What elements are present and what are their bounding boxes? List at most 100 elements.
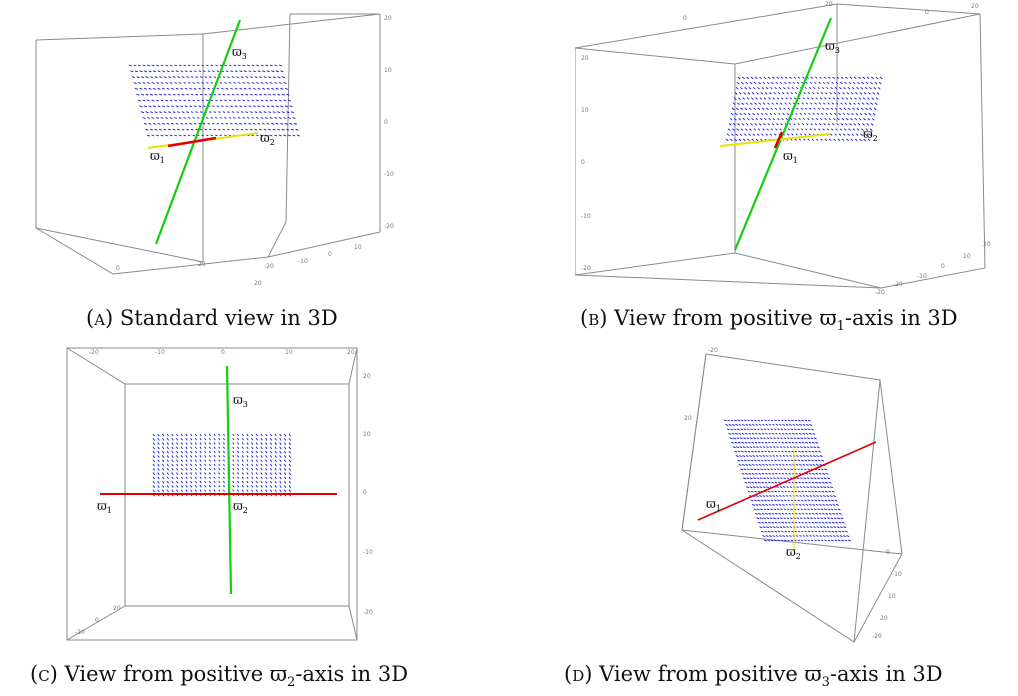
- field-vector: [774, 107, 778, 110]
- tick-label: 20: [347, 349, 355, 356]
- tick-label: -20: [708, 347, 718, 354]
- tick-label: 0: [221, 349, 225, 356]
- field-vector: [814, 539, 817, 542]
- field-vector: [849, 123, 852, 126]
- field-vector: [861, 128, 864, 131]
- field-vector: [844, 530, 848, 533]
- field-vector: [738, 432, 742, 435]
- field-vector: [206, 99, 209, 102]
- field-vector: [834, 107, 838, 110]
- field-vector: [834, 530, 838, 533]
- field-vector: [854, 117, 858, 121]
- field-vector: [794, 419, 798, 422]
- field-vector: [728, 123, 732, 126]
- field-vector: [740, 428, 744, 431]
- field-vector: [763, 97, 767, 100]
- field-vector: [808, 432, 812, 435]
- field-vector: [854, 138, 858, 142]
- field-vector: [251, 82, 255, 84]
- field-vector: [274, 489, 277, 493]
- field-vector: [771, 472, 775, 475]
- field-vector: [810, 437, 814, 440]
- field-vector: [260, 485, 263, 488]
- field-vector: [790, 437, 793, 440]
- field-vector: [237, 99, 241, 102]
- field-vector: [234, 122, 238, 125]
- field-vector: [283, 463, 287, 467]
- field-vector: [288, 476, 292, 480]
- field-vector: [755, 138, 759, 141]
- field-vector: [759, 486, 763, 489]
- field-vector: [269, 64, 273, 67]
- field-vector: [811, 97, 814, 100]
- field-vector: [735, 86, 739, 90]
- field-vector: [740, 107, 744, 111]
- field-vector: [823, 526, 826, 528]
- field-vector: [233, 64, 237, 67]
- field-vector: [785, 117, 789, 121]
- field-vector: [847, 133, 850, 136]
- tick-label: -20: [875, 289, 885, 296]
- field-vector: [770, 86, 773, 90]
- field-vector: [738, 424, 742, 426]
- field-vector: [826, 517, 830, 520]
- field-vector: [743, 428, 747, 431]
- field-vector: [175, 70, 179, 73]
- field-vector: [288, 433, 292, 437]
- field-vector: [774, 450, 777, 453]
- field-vector: [746, 468, 750, 471]
- tick-labels: -20 20 0 -10 10 20 -20: [684, 347, 902, 640]
- field-vector: [168, 76, 172, 78]
- field-vector: [222, 480, 225, 484]
- field-vector: [825, 92, 828, 95]
- field-vector: [797, 530, 801, 533]
- tick-label: -10: [298, 258, 308, 265]
- field-vector: [166, 480, 169, 484]
- field-vector: [222, 455, 225, 458]
- field-vector: [199, 433, 202, 437]
- field-vector: [797, 419, 801, 422]
- field-vector: [769, 92, 772, 95]
- field-vector: [246, 442, 249, 445]
- field-vector: [260, 433, 263, 437]
- field-vector: [766, 437, 770, 439]
- field-vector: [841, 530, 845, 533]
- field-vector: [194, 472, 197, 475]
- field-vector: [198, 70, 202, 73]
- field-vector: [237, 450, 240, 454]
- field-vector: [251, 438, 254, 441]
- field-vector: [165, 64, 169, 67]
- field-vector: [879, 76, 883, 80]
- field-vector: [801, 441, 805, 444]
- field-vector: [232, 485, 235, 488]
- field-vector: [277, 93, 281, 96]
- field-vector: [828, 76, 831, 79]
- field-vector: [185, 489, 188, 492]
- field-vector: [809, 424, 813, 426]
- field-vector: [828, 521, 832, 524]
- field-vector: [816, 455, 820, 457]
- field-vector: [189, 87, 193, 90]
- field-vector: [841, 539, 844, 542]
- field-vector: [800, 428, 804, 431]
- field-vector: [817, 107, 821, 110]
- field-vector: [189, 122, 193, 125]
- field-vector: [805, 102, 809, 105]
- field-vector: [763, 499, 767, 502]
- field-vector: [274, 438, 277, 441]
- field-vector: [756, 517, 760, 520]
- field-vector: [804, 521, 808, 524]
- field-vector: [733, 428, 737, 431]
- field-vector: [166, 450, 169, 454]
- field-vector: [160, 64, 164, 67]
- field-vector: [216, 105, 220, 108]
- field-vector: [822, 107, 825, 110]
- field-vector: [778, 521, 781, 524]
- field-vector: [209, 76, 212, 78]
- field-vector: [841, 138, 845, 142]
- field-vector: [813, 446, 817, 449]
- field-vector: [743, 437, 746, 440]
- w2-axis-label: ϖ2: [863, 127, 878, 143]
- field-vector: [241, 442, 244, 445]
- field-vector: [151, 64, 155, 67]
